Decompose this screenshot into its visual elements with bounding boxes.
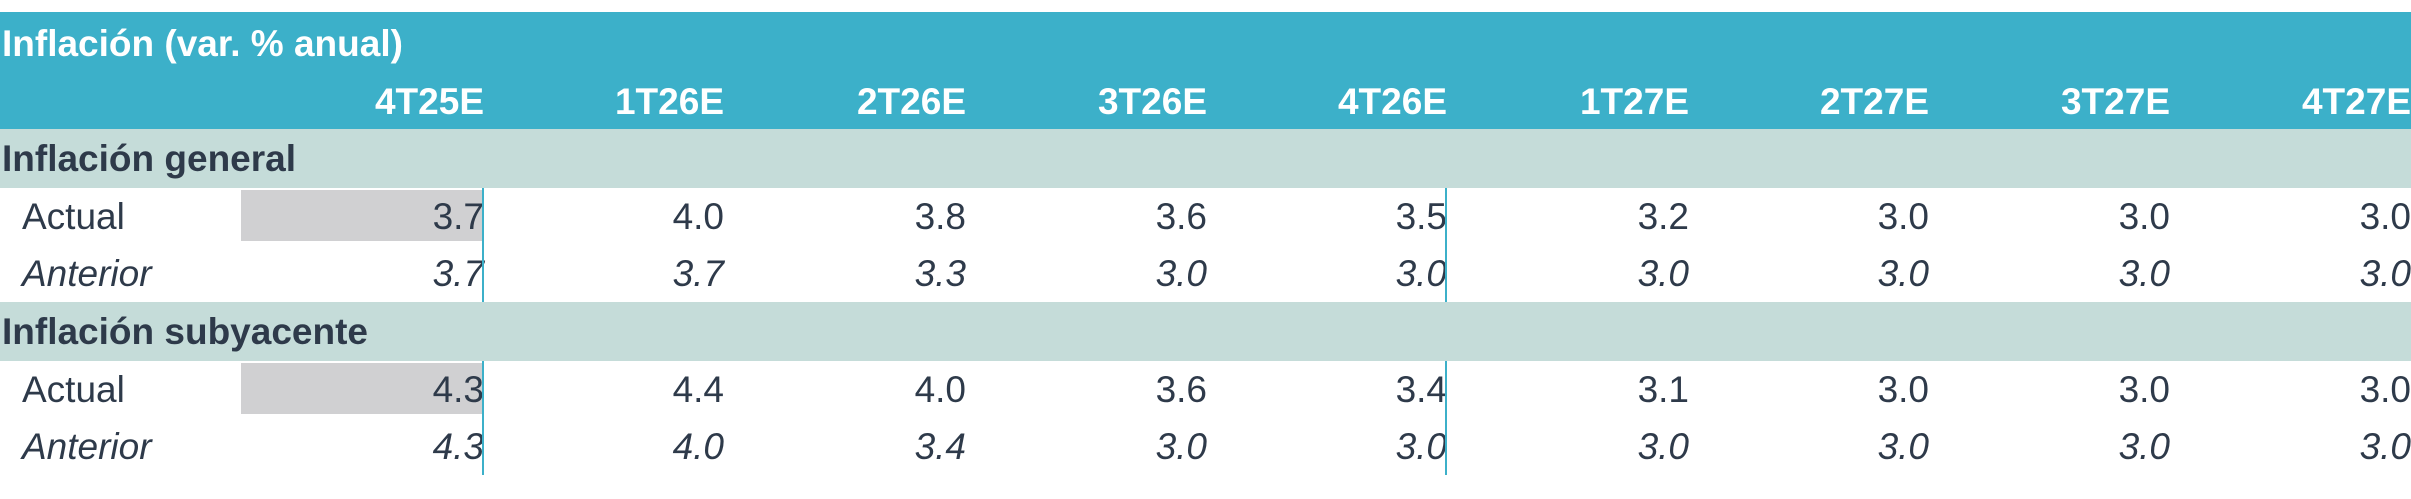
value-cell: 4.3 xyxy=(432,426,484,467)
column-header: 3T26E xyxy=(1097,81,1207,122)
value-cell: 3.0 xyxy=(2118,196,2170,237)
value-cell: 3.0 xyxy=(2118,253,2170,294)
column-header: 1T27E xyxy=(1579,81,1689,122)
value-cell: 3.0 xyxy=(1395,253,1447,294)
value-cell: 3.2 xyxy=(1637,196,1689,237)
value-cell: 3.0 xyxy=(2118,426,2170,467)
value-cell: 4.3 xyxy=(432,369,484,410)
column-divider xyxy=(482,188,484,302)
table-title: Inflación (var. % anual) xyxy=(2,22,403,64)
row-label: Actual xyxy=(22,369,125,410)
column-header: 2T27E xyxy=(1819,81,1929,122)
row-label: Actual xyxy=(22,196,125,237)
value-cell: 3.3 xyxy=(914,253,966,294)
value-cell: 3.6 xyxy=(1155,369,1207,410)
value-cell: 3.0 xyxy=(2118,369,2170,410)
row-label: Anterior xyxy=(22,253,152,294)
column-divider xyxy=(1445,188,1447,302)
section-title: Inflación general xyxy=(2,138,297,179)
value-cell: 3.0 xyxy=(1637,426,1689,467)
header-band xyxy=(0,12,2411,129)
value-cell: 3.1 xyxy=(1637,369,1689,410)
value-cell: 3.8 xyxy=(914,196,966,237)
section-title: Inflación subyacente xyxy=(2,311,368,352)
value-cell: 4.0 xyxy=(672,196,724,237)
value-cell: 3.4 xyxy=(914,426,966,467)
value-cell: 3.6 xyxy=(1155,196,1207,237)
row-label: Anterior xyxy=(22,426,152,467)
value-cell: 3.4 xyxy=(1395,369,1447,410)
value-cell: 3.0 xyxy=(1155,426,1207,467)
section-band xyxy=(0,129,2411,188)
value-cell: 3.7 xyxy=(432,253,484,294)
section-band xyxy=(0,302,2411,361)
value-cell: 4.0 xyxy=(672,426,724,467)
value-cell: 3.0 xyxy=(2359,369,2411,410)
value-cell: 3.0 xyxy=(1877,253,1929,294)
value-cell: 3.7 xyxy=(672,253,724,294)
value-cell: 3.0 xyxy=(1155,253,1207,294)
value-cell: 3.0 xyxy=(2359,253,2411,294)
column-header: 4T27E xyxy=(2301,81,2411,122)
highlight-cell xyxy=(241,190,484,241)
value-cell: 4.4 xyxy=(672,369,724,410)
value-cell: 3.0 xyxy=(1395,426,1447,467)
column-header: 3T27E xyxy=(2060,81,2170,122)
column-divider xyxy=(482,361,484,475)
value-cell: 3.0 xyxy=(2359,426,2411,467)
value-cell: 3.5 xyxy=(1395,196,1447,237)
value-cell: 3.0 xyxy=(2359,196,2411,237)
column-header: 4T26E xyxy=(1337,81,1447,122)
column-divider xyxy=(1445,361,1447,475)
value-cell: 3.0 xyxy=(1637,253,1689,294)
value-cell: 3.7 xyxy=(432,196,484,237)
highlight-cell xyxy=(241,363,484,414)
value-cell: 3.0 xyxy=(1877,426,1929,467)
column-header: 4T25E xyxy=(374,81,484,122)
value-cell: 3.0 xyxy=(1877,196,1929,237)
column-header: 2T26E xyxy=(856,81,966,122)
value-cell: 4.0 xyxy=(914,369,966,410)
column-header: 1T26E xyxy=(614,81,724,122)
value-cell: 3.0 xyxy=(1877,369,1929,410)
